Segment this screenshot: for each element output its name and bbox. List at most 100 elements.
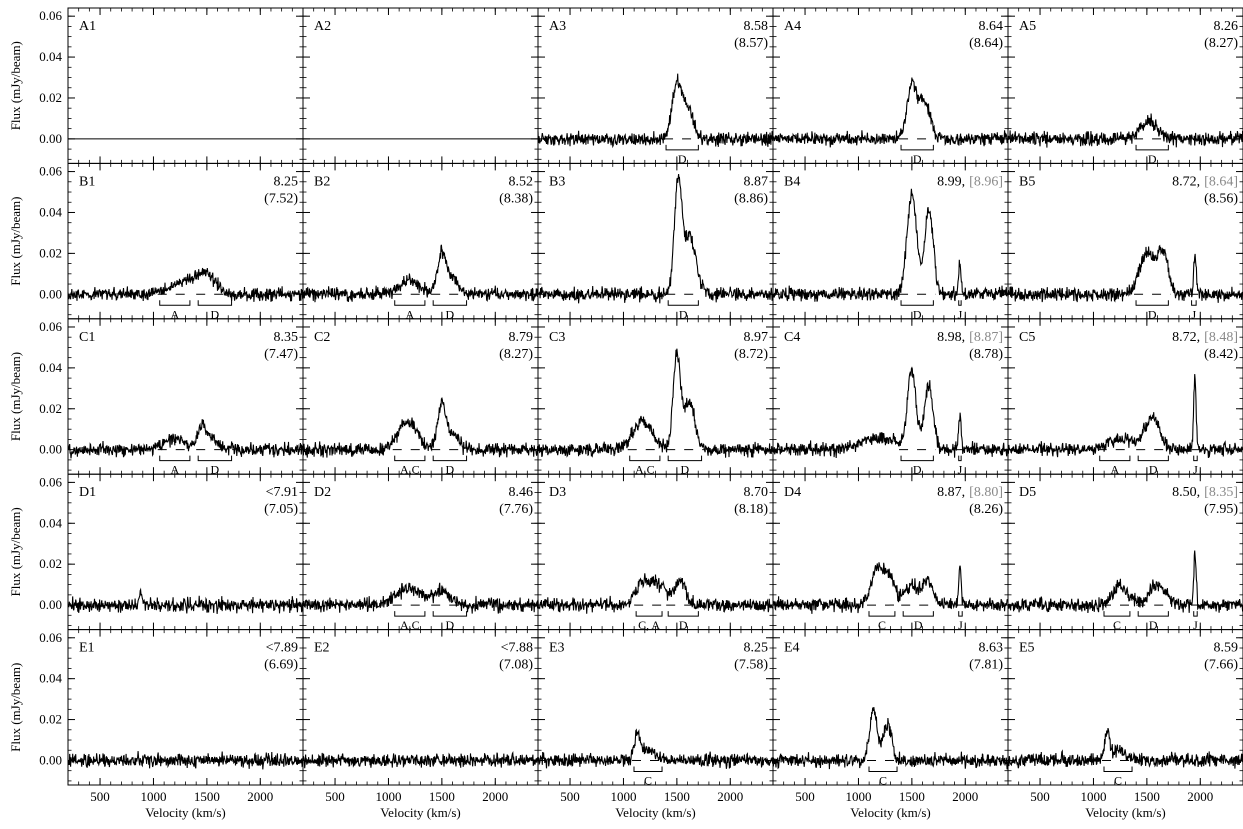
x-axis-label: Velocity (km/s) [380, 805, 461, 820]
x-tick-label: 500 [1030, 789, 1050, 804]
component-label: D [1149, 618, 1158, 632]
panel-id: C1 [79, 330, 95, 345]
metallicity-secondary: (8.64) [969, 36, 1003, 51]
panel-a2: A2 [302, 7, 539, 164]
metallicity-secondary: (8.57) [734, 36, 768, 51]
component-label: D [913, 307, 922, 321]
component-bracket [159, 300, 191, 306]
metallicity-bracket: [8.80] [969, 485, 1003, 500]
metallicity-primary: 8.98, [8.87] [937, 330, 1003, 345]
spectrum-line [302, 396, 539, 458]
metallicity-secondary: (8.72) [734, 347, 768, 362]
panel-id: D2 [314, 485, 331, 500]
component-bracket [432, 611, 468, 617]
panel-id: E5 [1019, 641, 1035, 656]
x-tick-label: 1500 [429, 789, 455, 804]
metallicity-secondary: (8.56) [1204, 191, 1238, 206]
panel-d1: D1 <7.91 (7.05) [67, 473, 304, 631]
panel-d3: C, A D D3 8.70 (8.18) [537, 473, 774, 632]
component-label: A [405, 307, 414, 321]
metallicity-primary: <7.91 [266, 485, 298, 500]
component-bracket [197, 455, 233, 462]
x-tick-label: 2000 [482, 789, 508, 804]
panel-c5: A D J C5 8.72, [8.48] (8.42) [1007, 318, 1243, 477]
metallicity-primary: 8.79 [509, 330, 534, 345]
metallicity-secondary: (7.81) [969, 658, 1003, 673]
component-label: D [211, 463, 220, 477]
component-bracket [394, 611, 426, 617]
component-label: A,C [400, 618, 420, 632]
spectrum-line [67, 419, 304, 459]
component-label: D [913, 463, 922, 477]
metallicity-primary: 8.26 [1214, 19, 1239, 34]
component-label: C [644, 773, 652, 787]
metallicity-primary: 8.72, [8.64] [1172, 174, 1238, 189]
metallicity-primary: 8.58 [744, 19, 769, 34]
panel-frame [302, 7, 539, 164]
y-tick-label: 0.06 [39, 630, 62, 645]
component-label: J [958, 307, 963, 321]
metallicity-value: 8.63 [979, 641, 1004, 656]
metallicity-secondary: (7.08) [499, 658, 533, 673]
component-label: D [1148, 152, 1157, 166]
metallicity-value: 8.72, [1172, 330, 1200, 345]
metallicity-primary: 8.63 [979, 641, 1004, 656]
metallicity-secondary: (7.52) [264, 191, 298, 206]
panel-e2: E2 <7.88 (7.08) [302, 629, 539, 786]
metallicity-primary: 8.46 [509, 485, 534, 500]
component-bracket [958, 300, 962, 306]
panel-id: B5 [1019, 174, 1035, 189]
spectrum-line [537, 73, 774, 149]
x-tick-label: 2000 [952, 789, 978, 804]
panel-id: B4 [784, 174, 800, 189]
x-axis-label: Velocity (km/s) [615, 805, 696, 820]
spectrum-line [1007, 550, 1243, 614]
component-bracket [1135, 300, 1169, 306]
x-tick-label: 1000 [1080, 789, 1106, 804]
metallicity-value: 8.26 [1214, 19, 1239, 34]
y-tick-label: 0.02 [39, 245, 62, 260]
metallicity-value: 8.59 [1214, 641, 1239, 656]
x-tick-label: 500 [560, 789, 580, 804]
component-bracket [868, 611, 896, 617]
metallicity-primary: 8.64 [979, 19, 1004, 34]
component-label: D [1148, 307, 1157, 321]
y-tick-label: 0.06 [39, 164, 62, 179]
panel-d5: C D J D5 8.50, [8.35] (7.95) [1007, 473, 1243, 632]
metallicity-secondary: (7.66) [1204, 658, 1238, 673]
metallicity-value: 8.64 [979, 19, 1004, 34]
component-label: D [1149, 463, 1158, 477]
y-tick-label: 0.00 [39, 442, 62, 457]
component-bracket [432, 455, 468, 462]
panel-id: A5 [1019, 19, 1036, 34]
metallicity-value: 8.25 [274, 174, 299, 189]
y-tick-label: 0.00 [39, 597, 62, 612]
metallicity-value: 8.46 [509, 485, 534, 500]
component-bracket [1191, 300, 1197, 306]
panel-e1: E1 <7.89 (6.69) [67, 629, 304, 786]
component-label: D [211, 307, 220, 321]
panel-c2: A,C D C2 8.79 (8.27) [302, 318, 539, 477]
panel-id: D3 [549, 485, 566, 500]
spectrum-line [1007, 374, 1243, 459]
component-label: J [958, 463, 963, 477]
panels: A1 A2 D A3 8.58 (8.57) D A4 8.64 (8.64) D A5 8.26 (8.… [67, 7, 1243, 787]
y-tick-label: 0.02 [39, 90, 62, 105]
component-label: C [1114, 773, 1122, 787]
component-label: J [1192, 307, 1197, 321]
y-tick-label: 0.04 [39, 204, 62, 219]
component-bracket [1099, 455, 1131, 462]
panel-id: D4 [784, 485, 801, 500]
panel-id: A3 [549, 19, 566, 34]
metallicity-primary: 8.50, [8.35] [1172, 485, 1238, 500]
component-label: D [914, 618, 923, 632]
panel-id: E2 [314, 641, 330, 656]
panel-b4: D J B4 8.99, [8.96] [772, 162, 1009, 321]
y-tick-label: 0.04 [39, 360, 62, 375]
y-axis-label: Flux (mJy/beam) [8, 41, 23, 130]
panel-id: B3 [549, 174, 565, 189]
component-bracket [432, 300, 468, 306]
metallicity-secondary: (7.58) [734, 658, 768, 673]
metallicity-value: 8.70 [744, 485, 769, 500]
